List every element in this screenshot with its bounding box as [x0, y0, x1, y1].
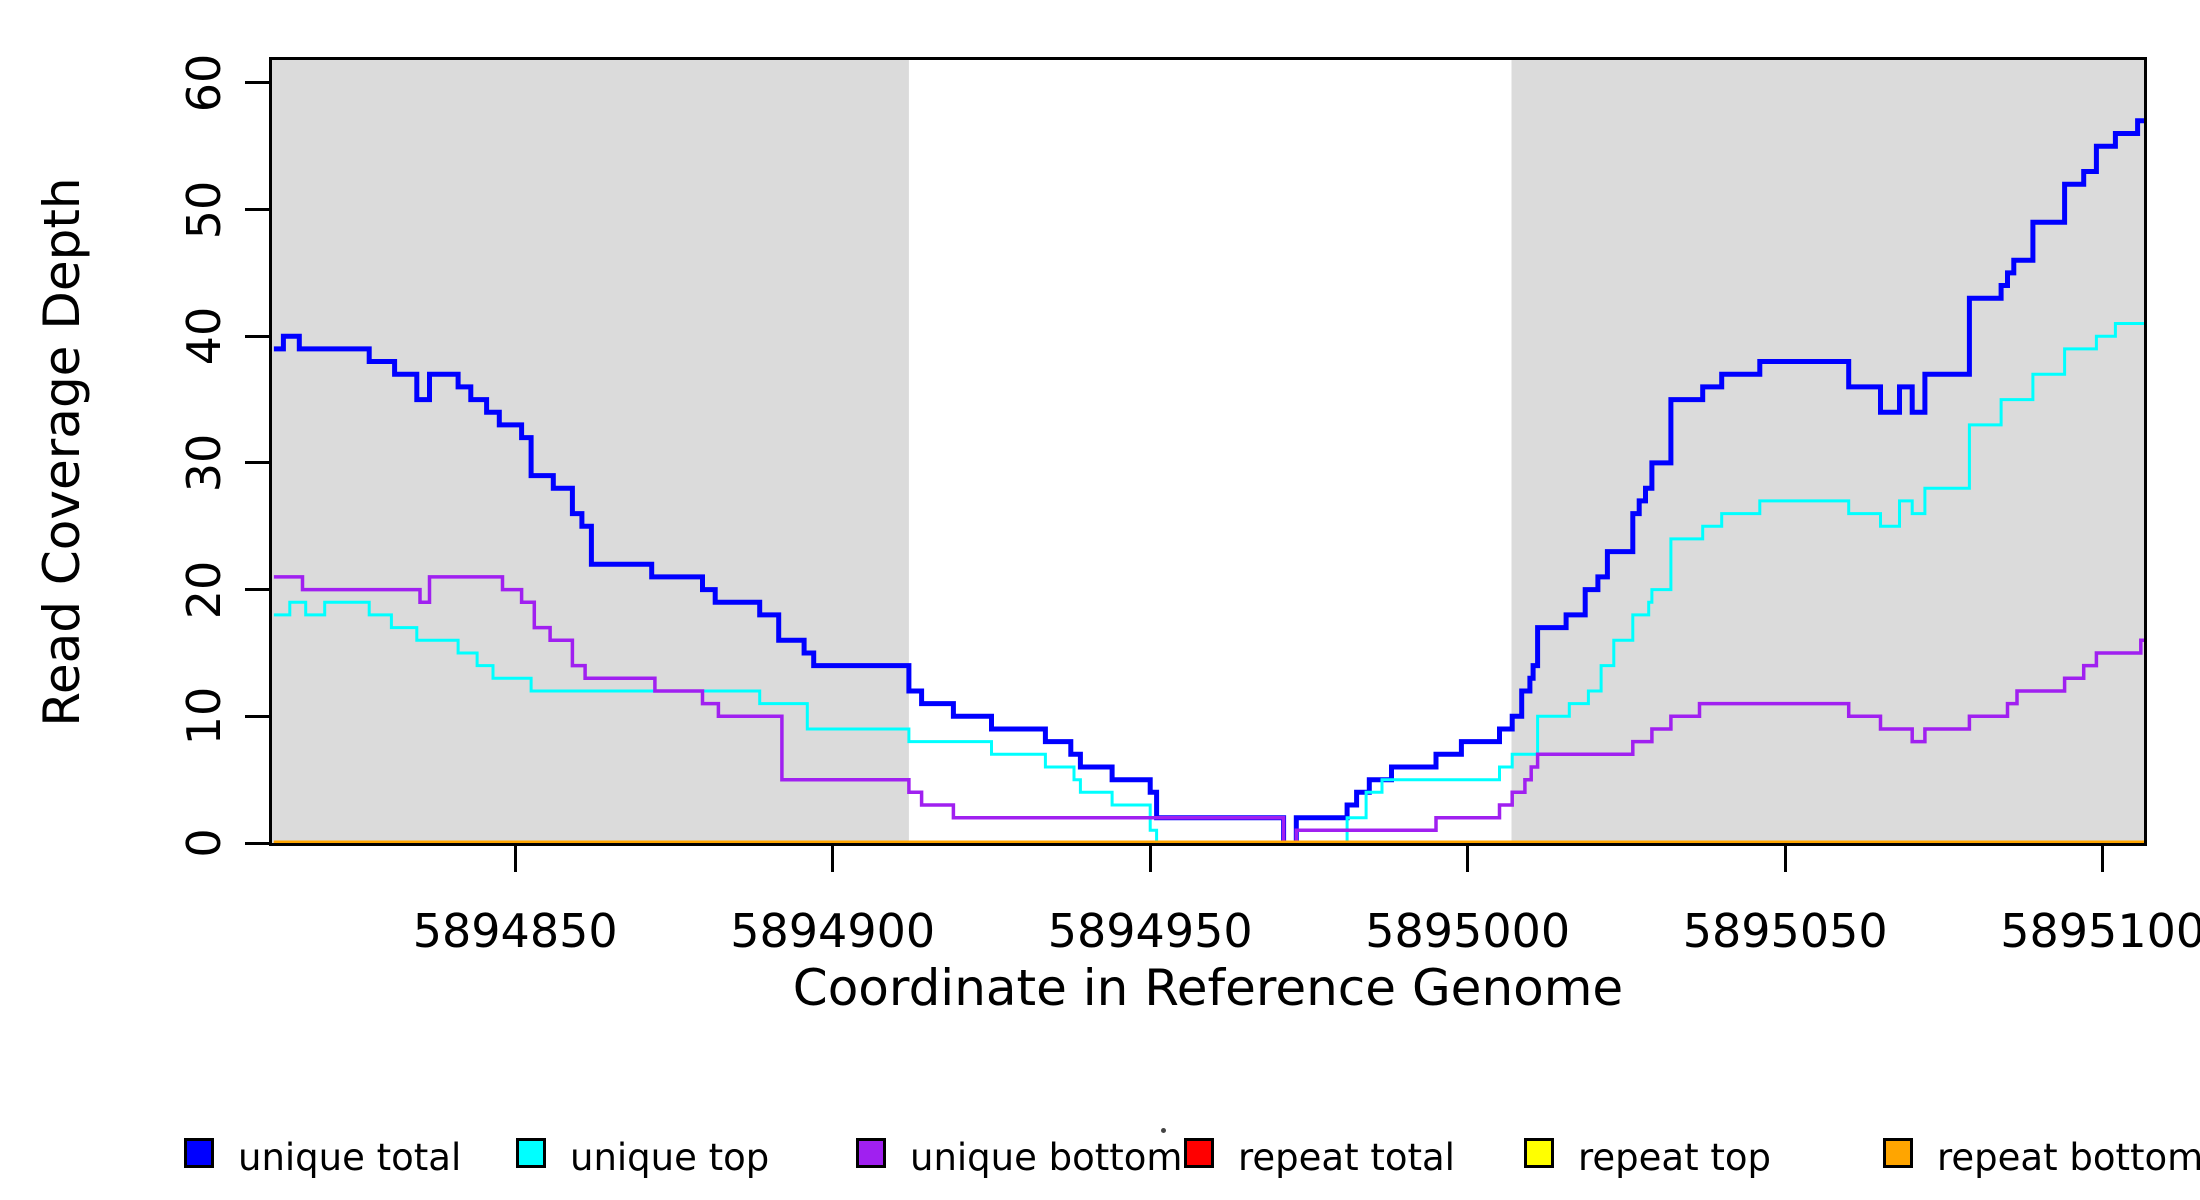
legend-label-unique-total: unique total — [238, 1136, 462, 1179]
series-unique-bottom — [273, 575, 2144, 843]
legend-label-unique-top: unique top — [570, 1136, 770, 1179]
legend-swatch-repeat-total — [1184, 1138, 1214, 1168]
y-tick-label: 0 — [177, 828, 231, 858]
y-tick-label: 40 — [177, 306, 231, 366]
legend-label-repeat-top: repeat top — [1578, 1136, 1771, 1179]
y-tick-mark — [245, 714, 272, 718]
legend-swatch-unique-top — [516, 1138, 546, 1168]
shaded-region — [272, 60, 909, 843]
x-tick-mark — [513, 846, 517, 872]
legend-label-repeat-total: repeat total — [1238, 1136, 1455, 1179]
y-tick-label: 50 — [177, 180, 231, 239]
x-tick-mark — [1148, 846, 1152, 872]
x-tick-mark — [1466, 846, 1470, 872]
x-tick-label: 5895100 — [2000, 904, 2200, 958]
series-unique-top — [273, 322, 2144, 843]
x-axis-title: Coordinate in Reference Genome — [792, 959, 1624, 1017]
y-axis-title: Read Coverage Depth — [33, 177, 91, 727]
x-tick-label: 5894900 — [730, 904, 936, 958]
legend-swatch-unique-bottom — [856, 1138, 886, 1168]
y-tick-mark — [245, 841, 272, 845]
x-tick-label: 5894950 — [1047, 904, 1253, 958]
x-tick-label: 5894850 — [412, 904, 618, 958]
y-tick-mark — [245, 588, 272, 592]
x-tick-label: 5895000 — [1365, 904, 1571, 958]
legend-label-unique-bottom: unique bottom — [910, 1136, 1183, 1179]
y-tick-label: 10 — [177, 687, 231, 746]
y-tick-mark — [245, 461, 272, 465]
x-tick-mark — [1783, 846, 1787, 872]
y-tick-label: 30 — [177, 433, 231, 493]
stray-dot — [1161, 1128, 1166, 1133]
legend-swatch-unique-total — [184, 1138, 214, 1168]
y-tick-label: 20 — [177, 560, 231, 619]
legend-swatch-repeat-bottom — [1883, 1138, 1913, 1168]
y-tick-mark — [245, 81, 272, 85]
legend-label-repeat-bottom: repeat bottom — [1937, 1136, 2200, 1179]
x-tick-label: 5895050 — [1682, 904, 1888, 958]
legend-swatch-repeat-top — [1524, 1138, 1554, 1168]
plot-box-border — [269, 57, 2147, 846]
x-tick-mark — [2101, 846, 2105, 872]
y-tick-label: 60 — [177, 53, 231, 113]
plot-svg — [272, 60, 2144, 843]
series-unique-total — [273, 118, 2144, 843]
shaded-region — [1511, 60, 2144, 843]
x-tick-mark — [831, 846, 835, 872]
y-tick-mark — [245, 208, 272, 211]
y-tick-mark — [245, 334, 272, 338]
